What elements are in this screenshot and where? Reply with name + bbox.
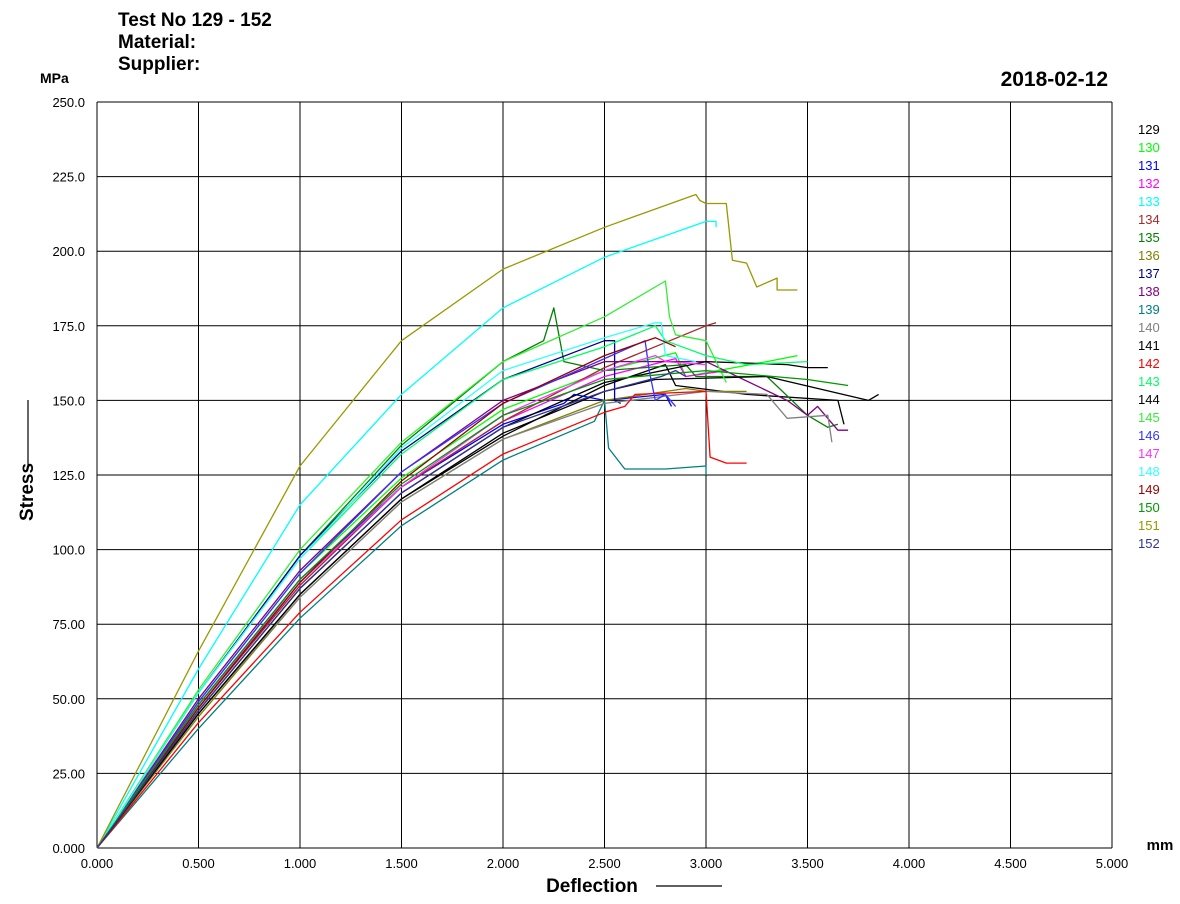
test-number-title: Test No 129 - 152 xyxy=(118,10,272,31)
legend-item-140: 140 xyxy=(1138,320,1160,335)
series-line-131 xyxy=(96,393,673,849)
legend-item-133: 133 xyxy=(1138,194,1160,209)
x-tick-label: 0.000 xyxy=(81,856,114,871)
series-line-151 xyxy=(96,193,798,849)
y-tick-label: 50.00 xyxy=(52,692,85,707)
series-line-145 xyxy=(96,280,727,849)
series-line-133 xyxy=(96,220,717,849)
legend-item-130: 130 xyxy=(1138,140,1160,155)
series-line-140 xyxy=(96,390,833,849)
series-line-150 xyxy=(96,369,849,849)
legend-item-150: 150 xyxy=(1138,500,1160,515)
y-tick-label: 200.0 xyxy=(52,244,85,259)
material-label: Material: xyxy=(118,32,197,53)
series-line-146 xyxy=(96,340,677,849)
x-tick-label: 3.000 xyxy=(690,856,723,871)
series-line-148 xyxy=(96,322,697,849)
series-line-152 xyxy=(96,369,687,849)
x-axis-label: Deflection xyxy=(546,876,638,897)
legend-item-131: 131 xyxy=(1138,158,1160,173)
legend-item-144: 144 xyxy=(1138,392,1160,407)
legend-item-149: 149 xyxy=(1138,482,1160,497)
x-tick-label: 0.500 xyxy=(182,856,215,871)
legend-item-142: 142 xyxy=(1138,356,1160,371)
x-tick-label: 3.500 xyxy=(791,856,824,871)
legend-item-137: 137 xyxy=(1138,266,1160,281)
supplier-label: Supplier: xyxy=(118,54,201,75)
x-unit-label: mm xyxy=(1147,837,1174,854)
y-tick-label: 100.0 xyxy=(52,543,85,558)
legend-item-148: 148 xyxy=(1138,464,1160,479)
test-date: 2018-02-12 xyxy=(1000,68,1108,91)
x-tick-label: 2.500 xyxy=(588,856,621,871)
x-tick-label: 1.000 xyxy=(284,856,317,871)
y-tick-label: 75.00 xyxy=(52,617,85,632)
series-line-132 xyxy=(96,357,727,849)
series-line-142 xyxy=(96,390,747,849)
x-tick-label: 5.000 xyxy=(1096,856,1129,871)
series-line-135 xyxy=(96,307,839,849)
y-tick-label: 125.0 xyxy=(52,468,85,483)
chart-grid xyxy=(96,101,1113,849)
y-tick-label: 150.0 xyxy=(52,393,85,408)
y-tick-label: 175.0 xyxy=(52,319,85,334)
legend-item-138: 138 xyxy=(1138,284,1160,299)
series-lines xyxy=(96,193,879,849)
y-tick-label: 250.0 xyxy=(52,95,85,110)
legend-item-145: 145 xyxy=(1138,410,1160,425)
legend-item-129: 129 xyxy=(1138,122,1160,137)
legend-item-136: 136 xyxy=(1138,248,1160,263)
legend-item-132: 132 xyxy=(1138,176,1160,191)
series-line-139 xyxy=(96,399,707,849)
legend-item-141: 141 xyxy=(1138,338,1160,353)
legend-item-146: 146 xyxy=(1138,428,1160,443)
y-unit-label: MPa xyxy=(40,70,69,86)
legend-item-147: 147 xyxy=(1138,446,1160,461)
series-line-138 xyxy=(96,360,849,849)
y-tick-label: 225.0 xyxy=(52,170,85,185)
x-tick-label: 4.000 xyxy=(893,856,926,871)
legend-item-151: 151 xyxy=(1138,518,1160,533)
y-tick-label: 25.00 xyxy=(52,766,85,781)
legend-item-139: 139 xyxy=(1138,302,1160,317)
legend: 129 130 131 132 133 134 135 136 137 138 139 140 141 1… xyxy=(1138,122,1160,551)
legend-item-134: 134 xyxy=(1138,212,1160,227)
x-tick-label: 2.000 xyxy=(487,856,520,871)
x-tick-label: 1.500 xyxy=(385,856,418,871)
legend-item-152: 152 xyxy=(1138,536,1160,551)
series-line-144 xyxy=(96,375,879,849)
x-tick-label: 4.500 xyxy=(994,856,1027,871)
legend-item-143: 143 xyxy=(1138,374,1160,389)
y-tick-label: 0.000 xyxy=(52,841,85,856)
legend-item-135: 135 xyxy=(1138,230,1160,245)
y-axis-label: Stress xyxy=(17,463,38,521)
axis-ticks: 0.000 0.500 1.000 1.500 2.000 2.500 3.000 3.500… xyxy=(52,95,1128,871)
series-line-149 xyxy=(96,337,676,849)
